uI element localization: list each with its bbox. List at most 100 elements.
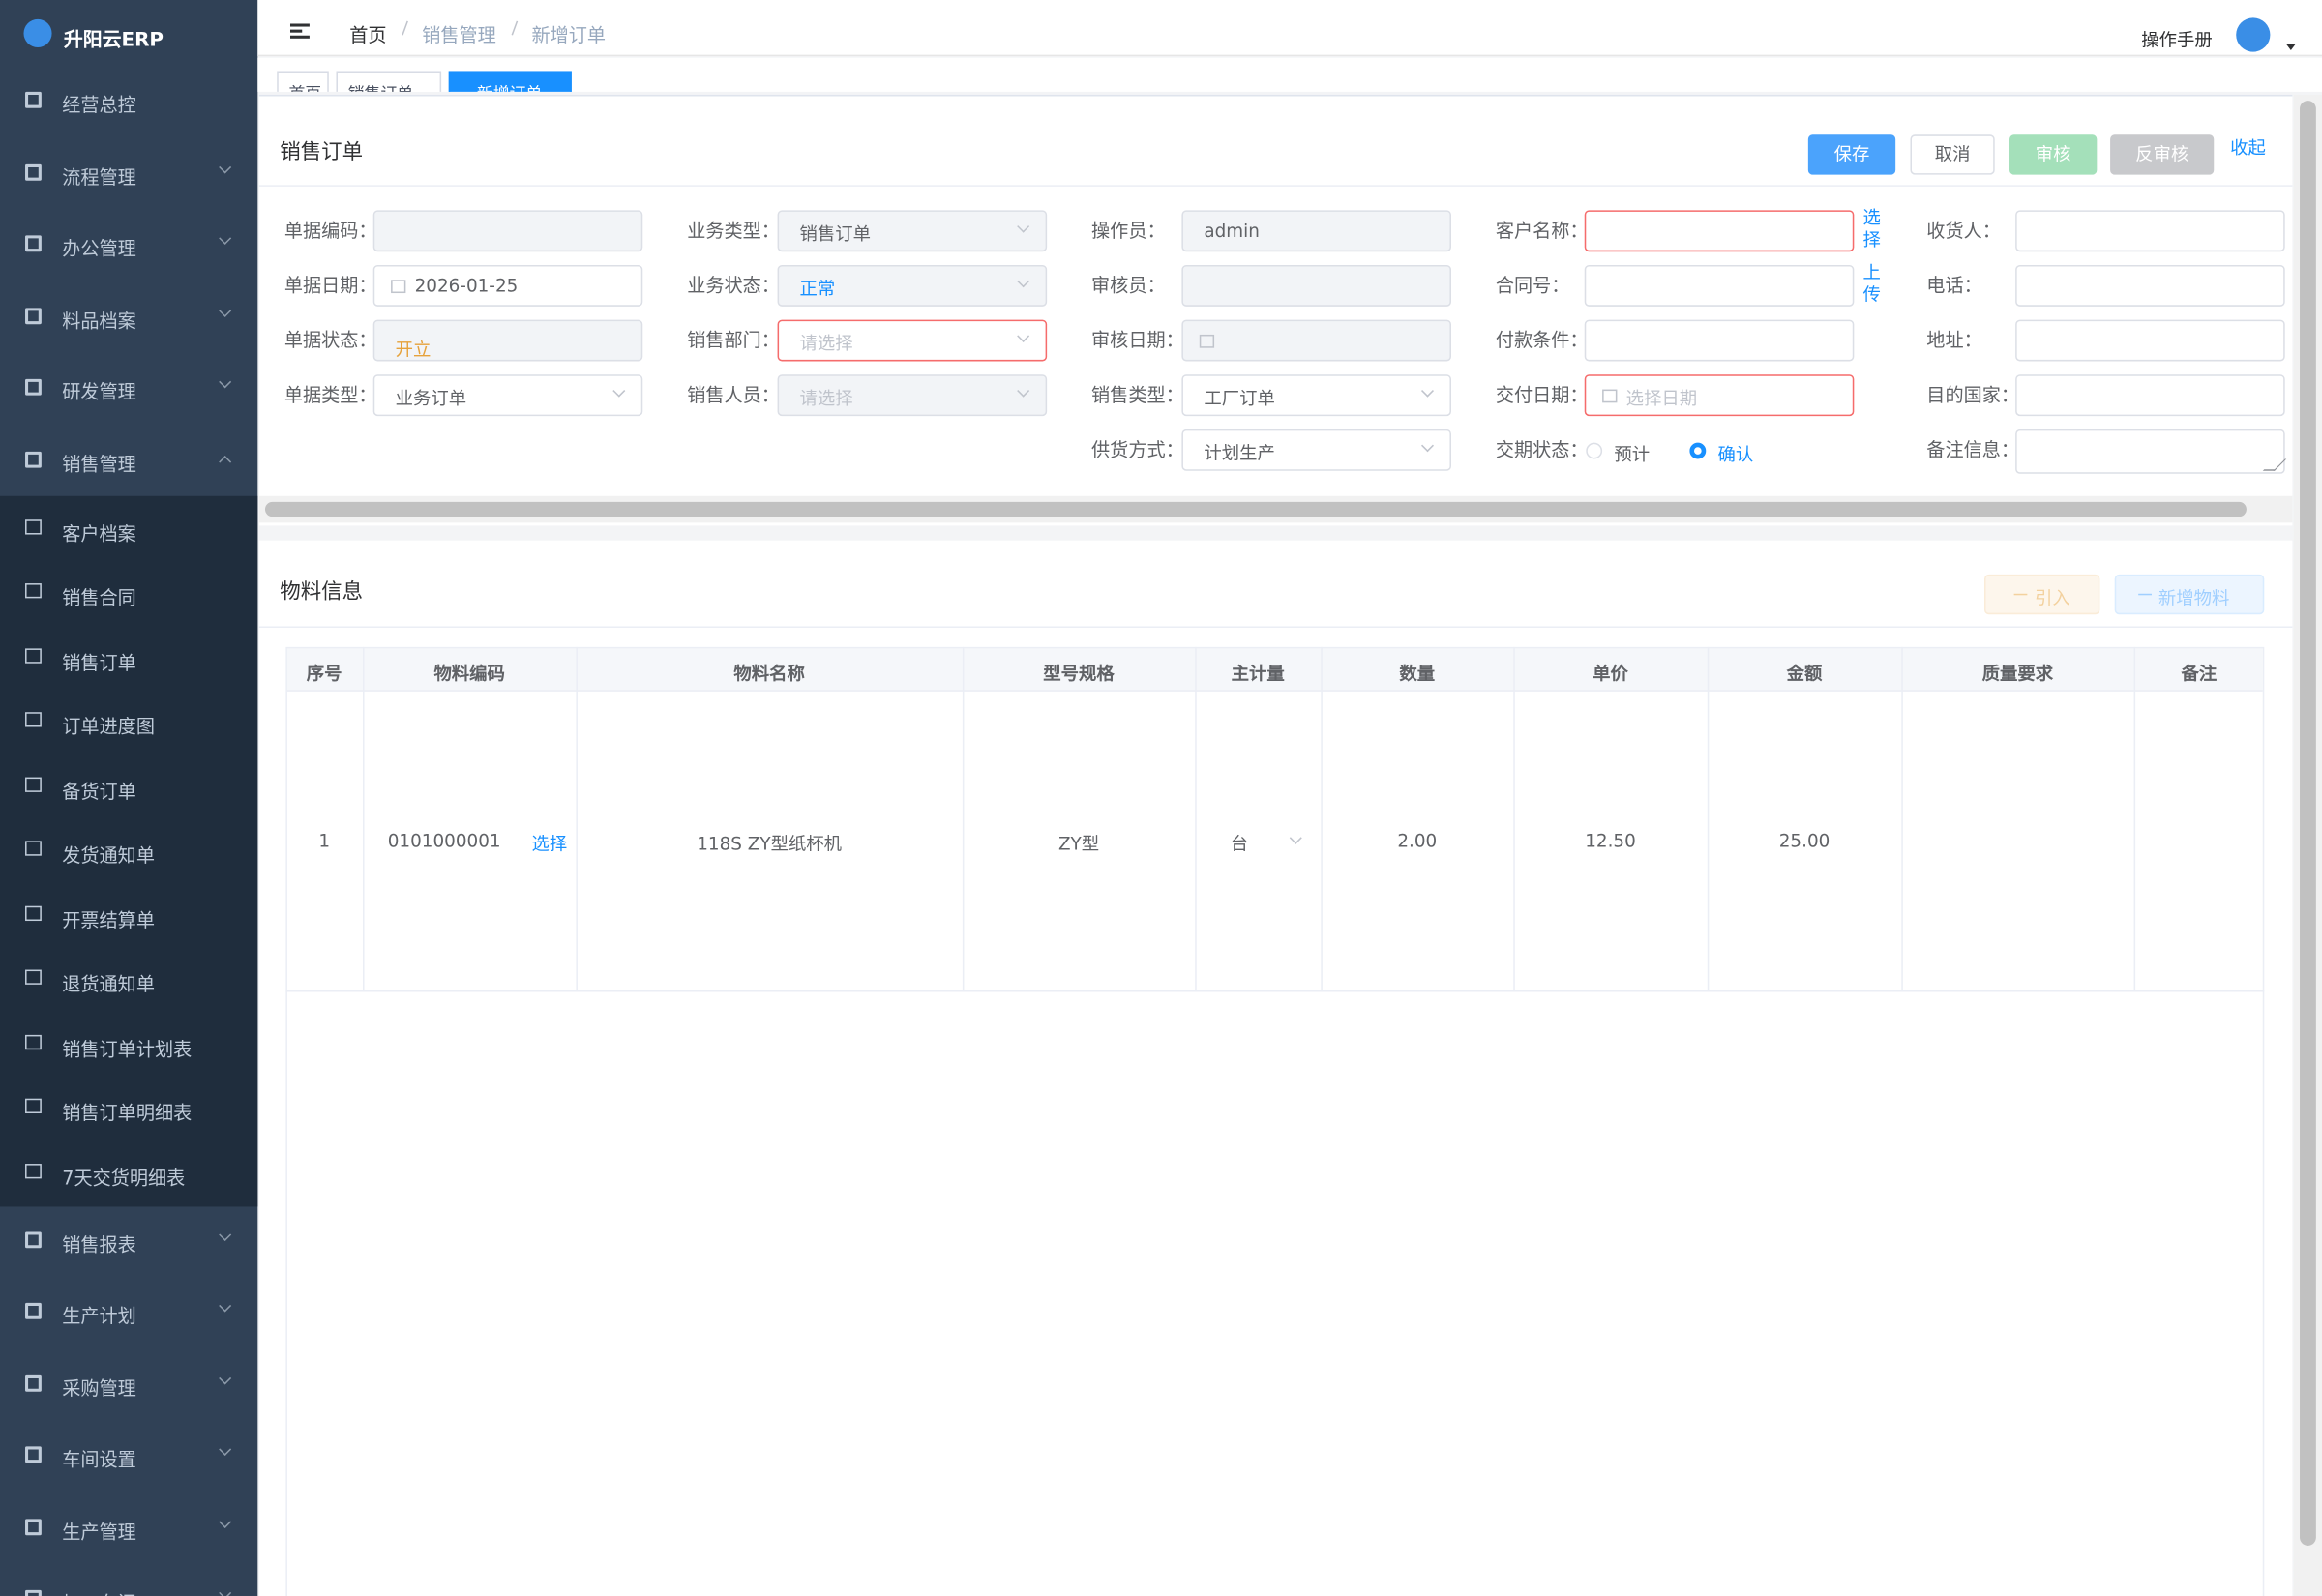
input-box[interactable] <box>2015 210 2285 252</box>
date-box <box>1181 319 1451 362</box>
submenu-icon <box>25 518 42 534</box>
field-label: 供货方式： <box>1091 438 1184 461</box>
table-cell: ZY型 <box>1057 833 1100 855</box>
button[interactable]: 引入 <box>1984 574 2100 615</box>
chevron <box>219 455 232 468</box>
column-header: 备注 <box>2181 663 2218 685</box>
collapse-link[interactable]: 收起 <box>2230 137 2266 159</box>
select-box: 销售订单 <box>777 210 1048 252</box>
page-scroll-thumb[interactable] <box>2300 101 2316 1546</box>
tabs: 首页 销售订单 新增订单 <box>257 57 2322 92</box>
input-box[interactable] <box>1584 319 1855 362</box>
field-label: 备注信息： <box>1926 438 2019 461</box>
form-panel: 销售订单 保存 取消 审核 反审核 收起 单据编码： 单据日期： 2026-01-25 单据状态：… <box>258 94 2293 526</box>
radio[interactable] <box>1689 442 1707 459</box>
submenu-label: 客户档案 <box>62 521 136 545</box>
button[interactable]: 反审核 <box>2110 134 2215 175</box>
menu-item[interactable]: 办公管理 <box>0 209 257 280</box>
manual-link[interactable]: 操作手册 <box>2141 29 2213 51</box>
breadcrumb-separator <box>511 20 519 36</box>
field-label: 销售部门： <box>687 328 780 351</box>
menu-item[interactable]: 流程管理 <box>0 137 257 208</box>
input-box[interactable] <box>1584 264 1855 307</box>
input-box[interactable] <box>2015 374 2285 417</box>
menu-label: 经营总控 <box>62 93 136 116</box>
button-icon <box>2013 593 2028 596</box>
field-label: 单据日期： <box>283 274 377 297</box>
field-value: 正常 <box>799 278 836 300</box>
menu-item[interactable]: 经营总控 <box>0 65 257 135</box>
radio-label[interactable]: 确认 <box>1717 444 1754 465</box>
submenu-icon <box>25 969 42 985</box>
input-box[interactable] <box>1584 210 1855 252</box>
tab[interactable]: 首页 <box>277 71 329 92</box>
menu-item[interactable]: 车间设置 <box>0 1420 257 1491</box>
select-box[interactable]: 业务订单 <box>372 374 643 417</box>
submenu-item[interactable]: 订单进度图 <box>0 692 257 751</box>
submenu-item[interactable]: 销售订单 <box>0 627 257 686</box>
field-label: 收货人： <box>1926 219 2001 242</box>
field-label: 单据编码： <box>283 219 377 242</box>
submenu-item[interactable]: 退货通知单 <box>0 949 257 1008</box>
menu-item[interactable]: 研发管理 <box>0 352 257 423</box>
field-label: 交期状态： <box>1495 438 1589 461</box>
logo <box>23 18 52 47</box>
select-box: 请选择 <box>777 374 1048 417</box>
tab[interactable]: 新增订单 <box>448 71 572 92</box>
h-scroll-thumb[interactable] <box>264 501 2247 517</box>
button[interactable]: 保存 <box>1807 134 1896 175</box>
submenu-item[interactable]: 备货订单 <box>0 755 257 814</box>
breadcrumb-item[interactable]: 首页 <box>349 23 387 46</box>
menu-item[interactable]: 生产计划 <box>0 1276 257 1346</box>
submenu-item[interactable]: 销售订单明细表 <box>0 1078 257 1137</box>
button[interactable]: 审核 <box>2009 134 2098 175</box>
menu-item[interactable]: 料品档案 <box>0 281 257 351</box>
menu-item[interactable]: 销售报表 <box>0 1204 257 1275</box>
menu-toggle-bar[interactable] <box>289 23 310 26</box>
select-box[interactable]: 计划生产 <box>1181 429 1451 471</box>
menu-icon <box>25 163 42 180</box>
field-label: 销售类型： <box>1091 383 1184 406</box>
submenu-item[interactable]: 发货通知单 <box>0 820 257 879</box>
menu-item[interactable]: 生产管理 <box>0 1492 257 1562</box>
menu-item[interactable]: 加工车间 <box>0 1563 257 1596</box>
chevron <box>219 231 232 245</box>
submenu-label: 销售订单计划表 <box>62 1037 193 1060</box>
menu-item[interactable]: 采购管理 <box>0 1348 257 1419</box>
menu-icon <box>25 451 42 467</box>
column-header: 物料名称 <box>733 663 805 685</box>
breadcrumb-item[interactable]: 销售管理 <box>422 23 496 46</box>
divider <box>258 185 2293 187</box>
submenu-label: 销售订单明细表 <box>62 1101 193 1124</box>
date-box[interactable]: 2026-01-25 <box>372 264 643 307</box>
form-title: 销售订单 <box>280 140 363 164</box>
input-box <box>372 210 643 252</box>
button[interactable]: 取消 <box>1910 134 1995 175</box>
submenu-item[interactable]: 7天交货明细表 <box>0 1142 257 1201</box>
submenu-item[interactable]: 销售合同 <box>0 563 257 622</box>
radio[interactable] <box>1586 442 1603 459</box>
button[interactable]: 新增物料 <box>2114 574 2265 615</box>
menu-item[interactable]: 销售管理 <box>0 425 257 495</box>
cell-link[interactable]: 选择 <box>531 833 568 855</box>
field-link[interactable]: 选择 <box>1862 207 1881 251</box>
textarea[interactable] <box>2015 429 2287 474</box>
chevron <box>1017 384 1030 398</box>
field-value: admin <box>1204 221 1260 242</box>
column-line <box>576 646 578 992</box>
input-box[interactable] <box>2015 264 2285 307</box>
tab[interactable]: 销售订单 <box>336 71 442 92</box>
avatar[interactable] <box>2236 17 2271 52</box>
field-link[interactable]: 上传 <box>1862 261 1881 306</box>
submenu-item[interactable]: 销售订单计划表 <box>0 1014 257 1073</box>
input-box[interactable] <box>2015 319 2285 362</box>
divider <box>258 626 2293 628</box>
date-box[interactable]: 选择日期 <box>1584 374 1855 417</box>
radio-label[interactable]: 预计 <box>1614 444 1651 465</box>
menu-label: 流程管理 <box>62 164 136 188</box>
submenu-item[interactable]: 开票结算单 <box>0 885 257 944</box>
column-line <box>1321 646 1323 992</box>
select-box[interactable]: 工厂订单 <box>1181 374 1451 417</box>
select-box[interactable]: 请选择 <box>777 319 1048 362</box>
submenu-item[interactable]: 客户档案 <box>0 498 257 557</box>
